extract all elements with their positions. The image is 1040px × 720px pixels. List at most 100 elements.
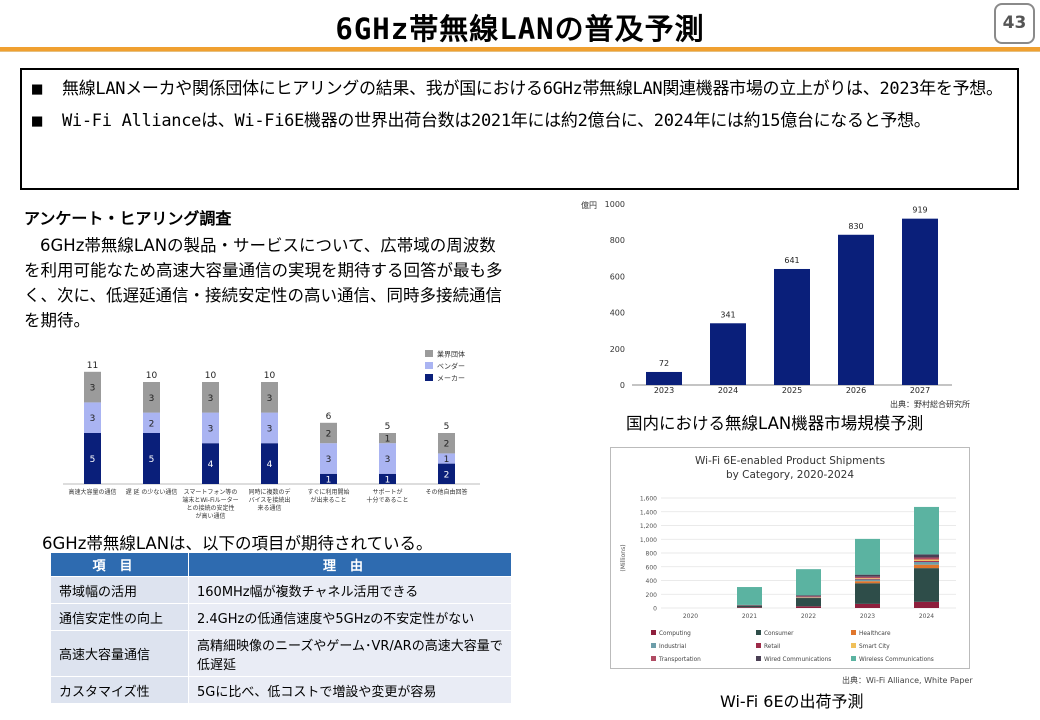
data-label: 1 xyxy=(326,475,332,485)
reason-cell: 2.4GHzの低通信速度や5GHzの不安定性がない xyxy=(188,603,512,631)
data-label: 4 xyxy=(267,460,273,470)
bar xyxy=(646,371,682,385)
data-label: 341 xyxy=(720,310,735,319)
total-label: 10 xyxy=(264,371,276,381)
y-tick-label: 0 xyxy=(620,381,625,390)
data-label: 2 xyxy=(149,419,155,429)
data-label: 4 xyxy=(208,460,214,470)
item-cell: 帯域幅の活用 xyxy=(50,576,189,604)
x-tick-label: 2024 xyxy=(919,613,934,620)
wifi-chart-source: 出典：Wi-Fi Alliance, White Paper xyxy=(842,676,973,685)
x-tick-label: 2021 xyxy=(742,613,757,620)
bar-segment xyxy=(202,382,219,413)
item-cell: カスタマイズ性 xyxy=(50,676,189,704)
legend-swatch xyxy=(756,656,761,661)
bar-segment xyxy=(855,603,880,608)
reason-cell: 160MHz幅が複数チャネル活用できる xyxy=(188,576,512,604)
bar-segment xyxy=(320,473,337,484)
bar-segment xyxy=(855,579,880,582)
bar-segment xyxy=(438,453,455,464)
wifi-chart-caption: Wi-Fi 6Eの出荷予測 xyxy=(720,692,864,711)
y-tick-label: 600 xyxy=(610,272,625,281)
bar-segment xyxy=(438,463,455,484)
total-label: 11 xyxy=(87,361,98,371)
y-tick-label: 800 xyxy=(646,551,658,558)
bar-segment xyxy=(84,402,101,433)
bar-segment xyxy=(914,559,939,561)
category-label: すぐに利用開始 xyxy=(307,488,349,496)
category-label: が高い通信 xyxy=(195,512,225,520)
x-tick-label: 2020 xyxy=(683,613,698,620)
bar-segment xyxy=(737,605,762,608)
item-cell: 高速大容量通信 xyxy=(50,630,189,677)
bar-segment xyxy=(914,506,939,555)
legend-label: Retail xyxy=(764,644,781,650)
total-label: 10 xyxy=(146,371,158,381)
data-label: 1 xyxy=(444,455,450,465)
bar-segment xyxy=(855,578,880,579)
bar-segment xyxy=(855,574,880,577)
survey-body: 6GHz帯無線LANの製品・サービスについて、広帯域の周波数を利用可能なため高速… xyxy=(24,236,503,330)
square-bullet-icon: ■ xyxy=(32,79,42,99)
data-label: 3 xyxy=(90,414,96,424)
data-label: 3 xyxy=(267,424,273,434)
x-tick-label: 2025 xyxy=(782,386,802,395)
y-tick-label: 1,400 xyxy=(640,509,657,516)
data-label: 72 xyxy=(659,359,669,368)
legend-label: Transportation xyxy=(658,657,701,663)
category-label: との接続の安定性 xyxy=(187,504,235,512)
bar-segment xyxy=(143,433,160,484)
legend-swatch xyxy=(756,630,761,635)
data-label: 3 xyxy=(267,394,273,404)
summary-bullet: ■ Wi-Fi Allianceは、Wi-Fi6E機器の世界出荷台数は2021年に… xyxy=(32,108,1007,134)
bar-segment xyxy=(914,557,939,560)
bar-segment xyxy=(143,412,160,433)
data-label: 3 xyxy=(208,394,214,404)
total-label: 10 xyxy=(205,371,217,381)
table-row: 帯域幅の活用 160MHz幅が複数チャネル活用できる xyxy=(50,576,512,604)
y-tick-label: 0 xyxy=(653,606,657,613)
bar-segment xyxy=(914,560,939,562)
y-tick-label: 400 xyxy=(646,578,658,585)
legend-label: Industrial xyxy=(659,644,687,650)
x-tick-label: 2022 xyxy=(801,613,816,620)
chart-source: 出典：野村総合研究所 xyxy=(890,399,970,409)
bar xyxy=(838,234,874,385)
data-label: 5 xyxy=(149,455,155,465)
legend-swatch xyxy=(425,362,433,369)
reason-cell: 高精細映像のニーズやゲーム･VR/ARの高速大容量で低遅延 xyxy=(188,630,512,677)
y-tick-label: 800 xyxy=(610,236,625,245)
bar xyxy=(710,323,746,385)
bar-segment xyxy=(855,583,880,604)
y-axis-label: (Millions) xyxy=(620,544,627,571)
bar-segment xyxy=(914,554,939,558)
header-reason: 理由 xyxy=(188,552,512,577)
bar-segment xyxy=(914,601,939,608)
table-row: カスタマイズ性 5Gに比べ、低コストで増設や変更が容易 xyxy=(50,676,512,704)
category-label: バイスを接続出 xyxy=(249,496,291,504)
legend-label: メーカー xyxy=(437,375,465,383)
data-label: 2 xyxy=(444,440,450,450)
data-label: 5 xyxy=(90,455,96,465)
x-tick-label: 2023 xyxy=(860,613,875,620)
legend-swatch xyxy=(651,643,656,648)
bar-segment xyxy=(914,564,939,569)
data-label: 919 xyxy=(912,206,927,215)
category-label: その他自由回答 xyxy=(425,488,467,496)
bar-segment xyxy=(143,382,160,413)
legend-swatch xyxy=(851,656,856,661)
x-tick-label: 2026 xyxy=(846,386,866,395)
legend-label: Consumer xyxy=(764,631,794,637)
chart-title: Wi-Fi 6E-enabled Product Shipments xyxy=(695,455,885,467)
legend-label: Computing xyxy=(659,631,691,637)
wifi6e-chart-frame: Wi-Fi 6E-enabled Product Shipments by Cat… xyxy=(610,447,970,669)
x-tick-label: 2024 xyxy=(718,386,738,395)
title-underline xyxy=(0,47,1040,51)
title-underline-shadow xyxy=(0,51,1040,52)
expectations-caption: 6GHz帯無線LANは、以下の項目が期待されている。 xyxy=(42,534,433,553)
bar-segment xyxy=(202,443,219,484)
bar-segment xyxy=(84,433,101,484)
bar-segment xyxy=(855,578,880,580)
bar-segment xyxy=(261,412,278,444)
